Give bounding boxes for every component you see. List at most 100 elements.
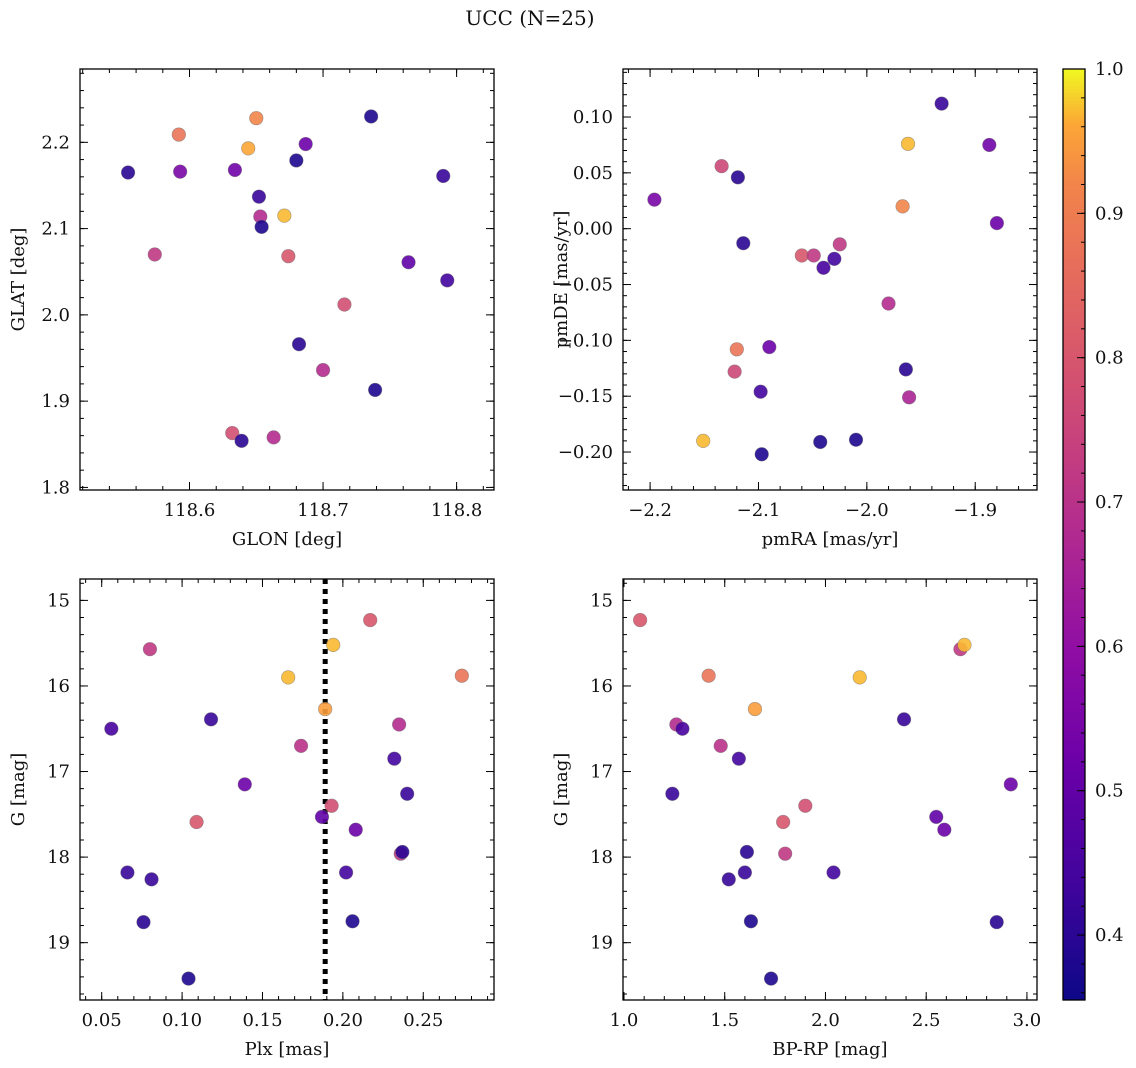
scatter-point xyxy=(318,701,333,717)
scatter-point xyxy=(753,384,768,399)
y-tick-label: −0.15 xyxy=(558,386,613,407)
y-tick-label: 2.0 xyxy=(41,305,70,326)
y-tick-label: 2.2 xyxy=(41,132,70,153)
scatter-point xyxy=(348,822,363,837)
scatter-point xyxy=(251,189,267,204)
y-tick-label: 1.9 xyxy=(41,391,70,412)
scatter-point xyxy=(929,809,944,824)
x-tick-label: 0.10 xyxy=(162,1010,202,1031)
y-tick-label: 16 xyxy=(590,676,613,697)
y-tick-label: 15 xyxy=(590,590,613,611)
scatter-point xyxy=(142,642,158,657)
y-tick-label: 16 xyxy=(47,676,70,697)
colorbar-tick-label: 0.4 xyxy=(1095,925,1124,946)
scatter-point xyxy=(982,137,997,153)
scatter-point xyxy=(289,153,304,168)
scatter-point xyxy=(826,865,841,880)
y-axis-label: pmDE [mas/yr] xyxy=(551,211,572,349)
y-tick-label: 17 xyxy=(590,762,613,783)
y-tick-label: 19 xyxy=(590,933,613,954)
scatter-point xyxy=(714,159,729,174)
scatter-point xyxy=(763,971,779,986)
scatter-point xyxy=(1003,777,1018,792)
scatter-point xyxy=(368,382,383,398)
scatter-point xyxy=(806,248,821,263)
x-axis-label: GLON [deg] xyxy=(232,529,342,550)
panel-pmra-pmde: −2.2 −2.1 −2.0 −1.9 −0.20 −0.15 −0.10 −0.05 0.00… xyxy=(551,68,1038,550)
scatter-point xyxy=(633,612,648,628)
plot-frame xyxy=(79,68,495,491)
scatter-point xyxy=(816,260,831,275)
scatter-point xyxy=(721,872,736,887)
scatter-point xyxy=(120,165,136,180)
x-tick-label: −2.1 xyxy=(737,500,781,521)
scatter-point xyxy=(696,433,711,448)
scatter-point xyxy=(665,786,680,801)
scatter-point xyxy=(848,432,864,447)
scatter-point xyxy=(401,255,416,270)
y-tick-label: 18 xyxy=(590,847,613,868)
scatter-point xyxy=(731,751,746,766)
colorbar-tick-label: 0.6 xyxy=(1095,636,1124,657)
y-tick-label: 2.1 xyxy=(41,219,70,240)
scatter-point xyxy=(454,668,469,683)
y-tick-label: 0.05 xyxy=(573,163,613,184)
y-tick-label: −0.20 xyxy=(558,442,613,463)
scatter-point xyxy=(754,447,769,462)
x-tick-label: 1.0 xyxy=(610,1010,639,1031)
scatter-point xyxy=(813,434,828,450)
scatter-point xyxy=(989,216,1005,231)
scatter-point xyxy=(440,273,455,288)
scatter-point xyxy=(298,136,313,152)
scatter-point xyxy=(225,425,240,441)
panel-bprp-g: 1.0 1.5 2.0 2.5 3.0 15 16 17 18 19 BP-RP [mag] G [m… xyxy=(551,578,1042,1060)
scatter-point xyxy=(400,786,415,801)
x-tick-label: 0.20 xyxy=(323,1010,363,1031)
colorbar-tick-label: 1.0 xyxy=(1095,59,1124,80)
plot-frame xyxy=(79,578,495,1001)
x-axis-label: Plx [mas] xyxy=(245,1039,330,1060)
scatter-point xyxy=(234,433,249,448)
x-tick-label: −1.9 xyxy=(953,500,997,521)
scatter-point xyxy=(387,751,402,766)
scatter-point xyxy=(436,168,451,184)
scatter-point xyxy=(827,251,842,266)
scatter-point xyxy=(737,865,752,880)
x-tick-label: 118.7 xyxy=(297,500,349,521)
y-axis-label: G [mag] xyxy=(551,753,572,826)
scatter-point xyxy=(326,637,341,652)
x-tick-label: 3.0 xyxy=(1013,1010,1042,1031)
plot-frame xyxy=(622,68,1038,491)
x-tick-label: 0.15 xyxy=(242,1010,282,1031)
y-tick-label: 17 xyxy=(47,762,70,783)
y-tick-label: 18 xyxy=(47,847,70,868)
y-tick-label: 0.00 xyxy=(573,219,613,240)
scatter-point xyxy=(762,339,777,355)
colorbar-tick-label: 0.5 xyxy=(1095,781,1124,802)
x-tick-label: −2.0 xyxy=(845,500,889,521)
scatter-point xyxy=(727,364,742,379)
scatter-point xyxy=(144,872,159,887)
scatter-point xyxy=(104,721,119,736)
scatter-point xyxy=(701,668,716,683)
scatter-point xyxy=(227,162,243,178)
x-tick-label: 118.8 xyxy=(431,500,483,521)
scatter-point xyxy=(713,738,728,753)
scatter-point xyxy=(277,208,292,223)
scatter-point xyxy=(281,670,296,685)
scatter-point xyxy=(794,248,809,263)
scatter-point xyxy=(266,430,281,445)
y-tick-label: −0.10 xyxy=(558,330,613,351)
colorbar-tick-label: 0.7 xyxy=(1095,492,1124,513)
x-tick-label: −2.2 xyxy=(628,500,672,521)
y-tick-label: −0.05 xyxy=(558,275,613,296)
scatter-point xyxy=(743,914,759,929)
scatter-point xyxy=(237,777,252,792)
scatter-point xyxy=(798,798,813,813)
scatter-point xyxy=(281,249,296,264)
scatter-point xyxy=(181,971,196,986)
scatter-point xyxy=(778,846,793,861)
y-tick-label: 15 xyxy=(47,590,70,611)
scatter-point xyxy=(895,199,910,214)
